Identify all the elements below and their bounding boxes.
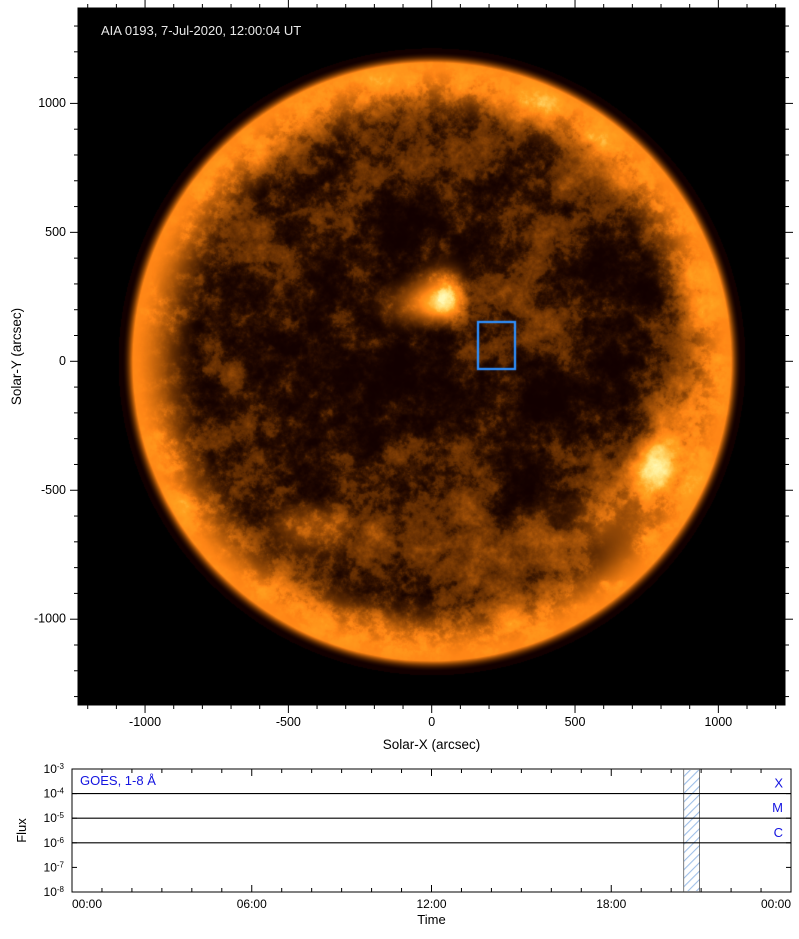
svg-text:10-3: 10-3 bbox=[44, 762, 65, 777]
svg-text:06:00: 06:00 bbox=[237, 897, 267, 911]
svg-text:Solar-Y (arcsec): Solar-Y (arcsec) bbox=[9, 308, 24, 405]
svg-text:0: 0 bbox=[59, 354, 66, 368]
svg-text:10-5: 10-5 bbox=[44, 811, 65, 826]
svg-text:X: X bbox=[774, 776, 783, 791]
svg-text:-500: -500 bbox=[41, 483, 66, 497]
svg-text:12:00: 12:00 bbox=[416, 897, 446, 911]
svg-text:Time: Time bbox=[417, 912, 445, 927]
svg-text:-1000: -1000 bbox=[129, 715, 161, 729]
svg-text:500: 500 bbox=[565, 715, 586, 729]
svg-text:C: C bbox=[774, 825, 783, 840]
svg-text:00:00: 00:00 bbox=[72, 897, 102, 911]
svg-text:-500: -500 bbox=[276, 715, 301, 729]
svg-text:500: 500 bbox=[45, 225, 66, 239]
svg-text:00:00: 00:00 bbox=[761, 897, 791, 911]
svg-text:-1000: -1000 bbox=[34, 612, 66, 626]
svg-text:M: M bbox=[772, 800, 783, 815]
svg-text:18:00: 18:00 bbox=[596, 897, 626, 911]
svg-text:0: 0 bbox=[428, 715, 435, 729]
svg-text:10-7: 10-7 bbox=[44, 860, 65, 875]
svg-text:10-6: 10-6 bbox=[44, 835, 65, 850]
svg-text:Flux: Flux bbox=[14, 818, 29, 843]
svg-text:10-4: 10-4 bbox=[44, 786, 65, 801]
svg-text:Solar-X (arcsec): Solar-X (arcsec) bbox=[383, 737, 481, 752]
svg-text:GOES, 1-8 Å: GOES, 1-8 Å bbox=[80, 773, 156, 788]
svg-text:1000: 1000 bbox=[38, 96, 66, 110]
svg-text:1000: 1000 bbox=[704, 715, 732, 729]
svg-text:10-8: 10-8 bbox=[44, 885, 65, 900]
svg-text:AIA 0193, 7-Jul-2020, 12:00:04: AIA 0193, 7-Jul-2020, 12:00:04 UT bbox=[101, 23, 301, 38]
